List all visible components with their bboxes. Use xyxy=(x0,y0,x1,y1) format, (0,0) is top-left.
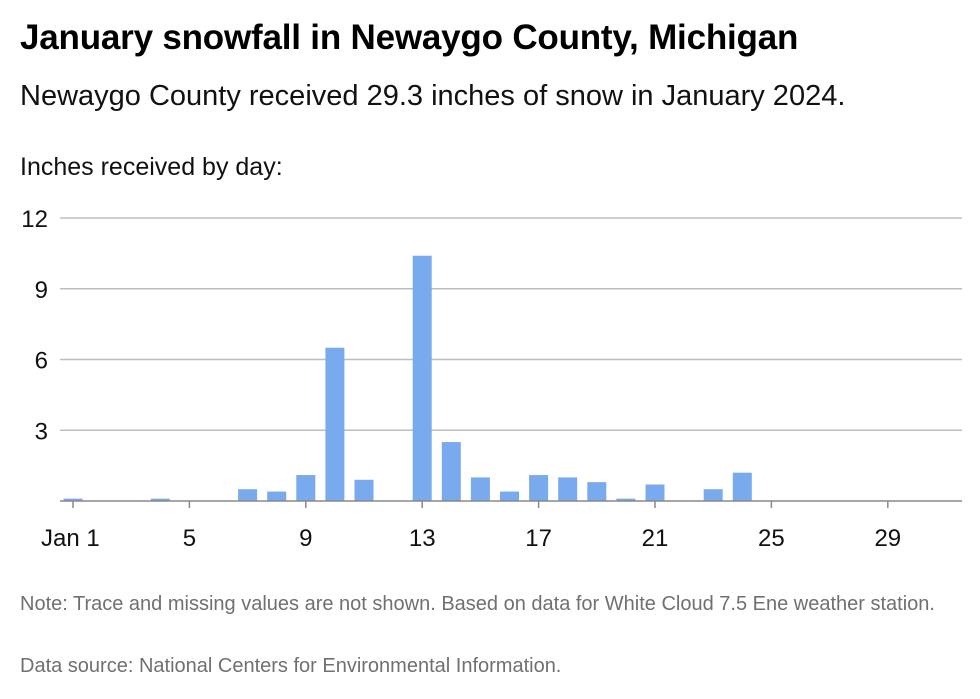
grid-layer xyxy=(60,217,962,431)
x-tick-label: Jan 1 xyxy=(41,525,100,552)
x-tick-label: 13 xyxy=(409,525,436,552)
bar-jan-20 xyxy=(616,498,636,501)
bar-jan-24 xyxy=(732,472,752,501)
bar-jan-1 xyxy=(63,498,83,501)
label-layer: 3 6 9 12 Jan 1 5 9 13 17 21 25 29 xyxy=(21,206,901,552)
y-tick-label: 9 xyxy=(35,277,48,304)
axis-layer xyxy=(60,500,962,508)
x-tick-label: 9 xyxy=(299,525,312,552)
x-tick-label: 17 xyxy=(525,525,552,552)
x-tick-label: 29 xyxy=(874,525,901,552)
y-axis-label: Inches received by day: xyxy=(20,153,283,181)
x-tick-label: 25 xyxy=(758,525,785,552)
x-tick-label: 21 xyxy=(642,525,669,552)
bar-jan-10 xyxy=(325,347,345,501)
bar-jan-16 xyxy=(500,491,519,501)
bar-jan-8 xyxy=(267,491,287,501)
snowfall-bar-chart: 3 6 9 12 Jan 1 5 9 13 17 21 25 29 xyxy=(21,206,962,552)
bar-jan-18 xyxy=(558,477,578,501)
bar-jan-15 xyxy=(470,477,490,501)
y-tick-label: 12 xyxy=(21,206,48,233)
bar-jan-17 xyxy=(529,475,549,501)
bar-jan-11 xyxy=(354,479,374,501)
chart-note: Note: Trace and missing values are not s… xyxy=(20,593,935,615)
chart-subtitle: Newaygo County received 29.3 inches of s… xyxy=(20,80,846,112)
bar-jan-7 xyxy=(238,489,258,501)
chart-source: Data source: National Centers for Enviro… xyxy=(20,655,562,677)
bar-jan-19 xyxy=(587,482,607,501)
chart-title: January snowfall in Newaygo County, Mich… xyxy=(20,18,799,57)
bar-jan-23 xyxy=(703,489,723,501)
bar-jan-9 xyxy=(296,475,316,501)
bar-layer xyxy=(63,255,752,501)
bar-jan-4 xyxy=(150,498,170,501)
y-tick-label: 3 xyxy=(35,418,48,445)
x-tick-label: 5 xyxy=(183,525,196,552)
bar-jan-14 xyxy=(441,442,461,501)
y-tick-label: 6 xyxy=(35,348,48,375)
bar-jan-21 xyxy=(645,484,665,501)
bar-jan-13 xyxy=(412,255,432,501)
